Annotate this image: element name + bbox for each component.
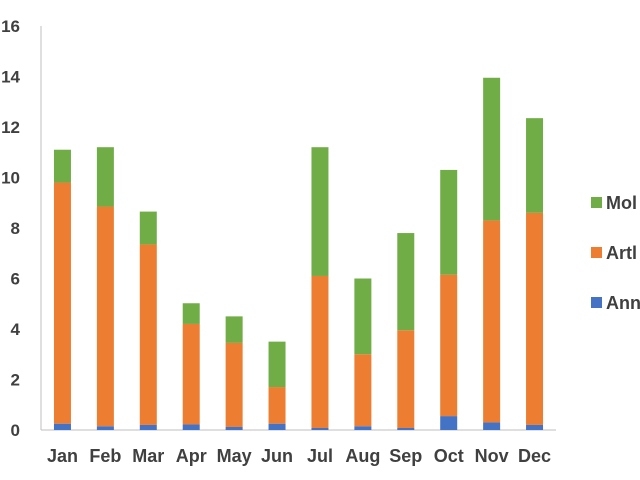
y-tick-label: 0 <box>11 421 20 440</box>
bar-segment-arthropoda-oct <box>440 274 458 417</box>
x-tick-labels: Jan Feb Mar Apr May Jun Jul Aug Sep Oct Nov Dec <box>47 446 551 466</box>
y-tick-label: 16 <box>1 17 20 36</box>
bar-segment-annelida-dec <box>526 424 544 430</box>
bar-segment-annelida-aug <box>354 426 372 430</box>
legend-swatch-mollusca <box>591 197 602 208</box>
bar-segment-arthropoda-jul <box>311 275 329 428</box>
bar-segment-arthropoda-feb <box>96 206 114 427</box>
legend-swatch-annelida <box>591 297 602 308</box>
bar-segment-annelida-jan <box>53 423 71 430</box>
y-tick-label: 10 <box>1 169 20 188</box>
bars <box>53 77 544 430</box>
bar-segment-mollusca-mar <box>139 211 157 245</box>
bar-segment-arthropoda-nov <box>483 220 501 423</box>
bar-segment-mollusca-may <box>225 316 243 343</box>
bar-segment-annelida-nov <box>483 422 501 430</box>
bar-segment-mollusca-apr <box>182 303 200 324</box>
y-tick-label: 12 <box>1 118 20 137</box>
bar-segment-mollusca-sep <box>397 233 415 331</box>
legend-label-annelida: Ann <box>606 293 640 313</box>
bar-segment-arthropoda-dec <box>526 212 544 425</box>
bar-segment-arthropoda-jan <box>53 182 71 424</box>
bar-segment-mollusca-aug <box>354 278 372 355</box>
y-tick-label: 14 <box>1 68 20 87</box>
bar-segment-annelida-feb <box>96 426 114 430</box>
bar-segment-annelida-jul <box>311 427 329 430</box>
bar-segment-arthropoda-mar <box>139 244 157 425</box>
x-tick-label: Dec <box>518 446 551 466</box>
x-tick-label: Sep <box>389 446 422 466</box>
bar-segment-arthropoda-aug <box>354 354 372 427</box>
y-tick-labels: 0 2 4 6 8 10 12 14 16 <box>1 17 20 440</box>
legend: Mol Artl Ann <box>591 193 640 313</box>
bar-segment-annelida-may <box>225 426 243 430</box>
bar-segment-annelida-sep <box>397 427 415 430</box>
bar-segment-mollusca-jun <box>268 341 286 388</box>
bar-segment-arthropoda-apr <box>182 323 200 425</box>
bar-segment-mollusca-dec <box>526 118 544 213</box>
bar-segment-mollusca-feb <box>96 147 114 207</box>
bar-segment-mollusca-nov <box>483 77 501 221</box>
x-tick-label: May <box>217 446 252 466</box>
x-tick-label: Feb <box>89 446 121 466</box>
x-tick-label: Apr <box>176 446 207 466</box>
bar-segment-annelida-oct <box>440 416 458 430</box>
y-tick-label: 6 <box>11 270 20 289</box>
bar-segment-arthropoda-jun <box>268 387 286 424</box>
bar-segment-arthropoda-may <box>225 342 243 427</box>
bar-segment-mollusca-jan <box>53 149 71 183</box>
x-tick-label: Nov <box>475 446 509 466</box>
bar-segment-annelida-jun <box>268 423 286 430</box>
x-tick-label: Jan <box>47 446 78 466</box>
x-tick-label: Jun <box>261 446 293 466</box>
x-tick-label: Aug <box>345 446 380 466</box>
legend-label-mollusca: Mol <box>606 193 637 213</box>
bar-segment-mollusca-oct <box>440 169 458 275</box>
x-tick-label: Oct <box>434 446 464 466</box>
bar-segment-annelida-mar <box>139 424 157 430</box>
y-tick-label: 4 <box>11 320 21 339</box>
x-tick-label: Mar <box>132 446 164 466</box>
legend-swatch-arthropoda <box>591 247 602 258</box>
bar-segment-arthropoda-sep <box>397 330 415 428</box>
legend-label-arthropoda: Artl <box>606 243 637 263</box>
y-tick-label: 8 <box>11 219 20 238</box>
x-tick-label: Jul <box>307 446 333 466</box>
bar-segment-mollusca-jul <box>311 147 329 276</box>
y-tick-label: 2 <box>11 371 20 390</box>
bar-segment-annelida-apr <box>182 424 200 430</box>
